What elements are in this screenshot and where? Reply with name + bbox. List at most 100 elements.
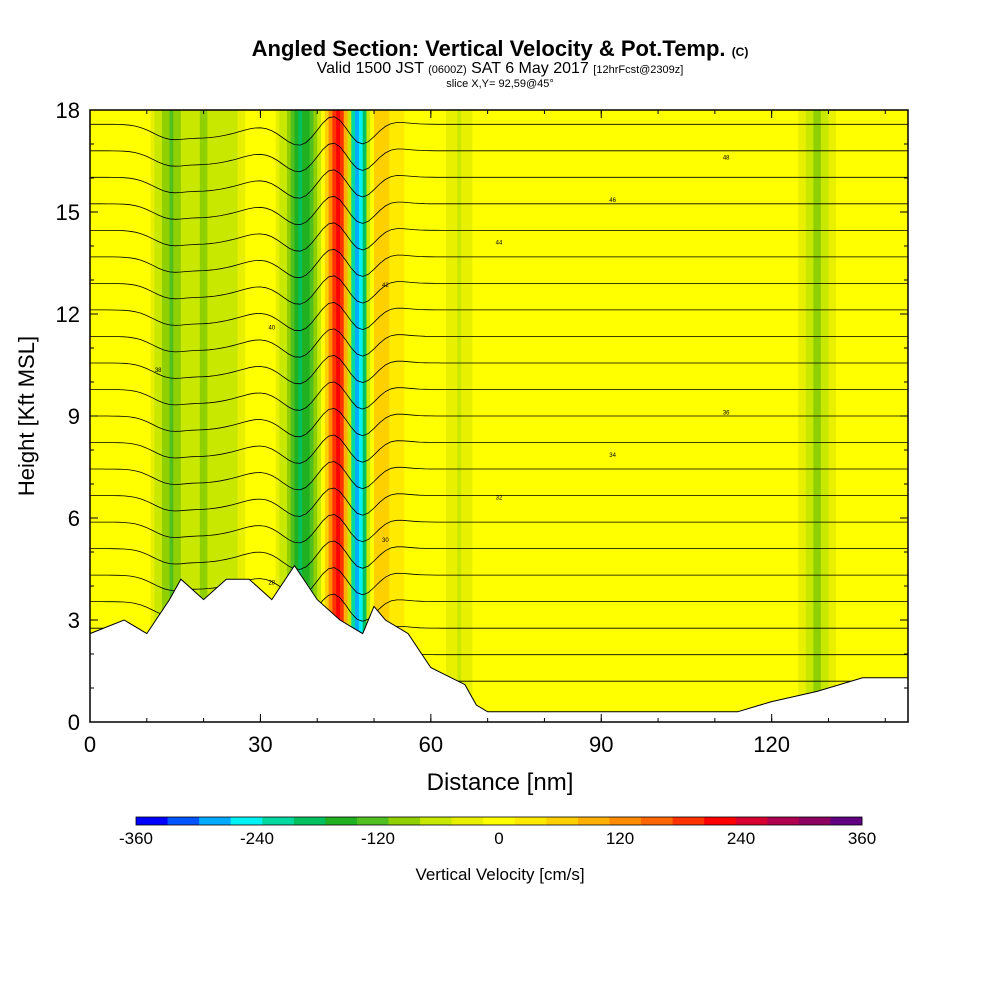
- theta-contour-label: 30: [382, 538, 389, 544]
- velocity-column: [404, 110, 409, 722]
- velocity-column: [184, 110, 190, 722]
- theta-contour-label: 28: [268, 580, 275, 586]
- theta-contour-line: [90, 487, 908, 517]
- y-tick-label: 9: [68, 404, 80, 429]
- velocity-column: [267, 110, 273, 722]
- velocity-column: [328, 110, 333, 722]
- velocity-column: [131, 110, 137, 722]
- colorbar-swatch: [483, 817, 516, 825]
- colorbar-swatch: [609, 817, 642, 825]
- velocity-column: [146, 110, 152, 722]
- velocity-column: [370, 110, 375, 722]
- velocity-column: [192, 110, 197, 722]
- velocity-column: [305, 110, 311, 722]
- velocity-column: [347, 110, 352, 722]
- velocity-column: [385, 110, 390, 722]
- velocity-column: [124, 110, 129, 722]
- colorbar-swatch: [577, 817, 610, 825]
- velocity-column: [169, 110, 174, 722]
- colorbar-swatch: [199, 817, 232, 825]
- theta-contour-label: 44: [496, 240, 503, 246]
- colorbar-swatch: [672, 817, 705, 825]
- colorbar-swatch: [420, 817, 453, 825]
- velocity-column: [158, 110, 163, 722]
- velocity-column: [298, 110, 303, 722]
- velocity-column: [400, 110, 405, 722]
- velocity-column: [302, 110, 307, 722]
- velocity-column: [180, 110, 186, 722]
- velocity-column: [415, 110, 421, 722]
- velocity-column: [408, 110, 413, 722]
- valid-date: SAT 6 May 2017: [471, 60, 589, 77]
- velocity-column: [358, 110, 364, 722]
- theta-contour-label: 36: [723, 410, 730, 416]
- theta-contour-label: 42: [382, 283, 389, 289]
- velocity-column: [283, 110, 288, 722]
- colorbar-swatch: [388, 817, 421, 825]
- x-tick-label: 120: [753, 732, 790, 757]
- velocity-column: [362, 110, 368, 722]
- colorbar-tick-label: -360: [119, 829, 153, 848]
- velocity-column: [294, 110, 299, 722]
- theta-contour-line: [90, 142, 908, 173]
- velocity-column: [339, 110, 345, 722]
- slice-info: slice X,Y= 92,59@45°: [446, 78, 554, 90]
- velocity-column: [351, 110, 356, 722]
- velocity-column: [355, 110, 360, 722]
- velocity-column: [377, 110, 383, 722]
- colorbar-swatch: [830, 817, 863, 825]
- velocity-column: [226, 110, 231, 722]
- theta-contour-label: 34: [609, 453, 616, 459]
- valid-utc: (0600Z): [428, 64, 467, 76]
- theta-contour-line: [90, 407, 908, 438]
- velocity-column: [222, 110, 227, 722]
- velocity-column: [336, 110, 341, 722]
- terrain: [90, 564, 908, 722]
- velocity-column: [252, 110, 258, 722]
- chart-title-suffix: (C): [731, 45, 749, 59]
- velocity-column: [211, 110, 216, 722]
- velocity-column: [143, 110, 148, 722]
- theta-contour-label: 46: [609, 198, 616, 204]
- colorbar-frame: [135, 816, 863, 826]
- velocity-column: [214, 110, 220, 722]
- colorbar-swatch: [798, 817, 831, 825]
- theta-contour-line: [90, 195, 908, 226]
- velocity-column: [381, 110, 386, 722]
- valid-time: Valid 1500 JST: [316, 60, 424, 77]
- colorbar-swatch: [230, 817, 263, 825]
- theta-contour-line: [90, 514, 908, 544]
- velocity-column: [411, 110, 417, 722]
- velocity-column: [135, 110, 140, 722]
- velocity-column: [196, 110, 201, 722]
- colorbar-swatch: [136, 817, 168, 825]
- x-tick-label: 60: [419, 732, 443, 757]
- theta-contour-label: 32: [496, 495, 503, 501]
- velocity-column: [249, 110, 254, 722]
- velocity-column: [161, 110, 167, 722]
- theta-contour-label: 48: [723, 155, 730, 161]
- velocity-column: [233, 110, 239, 722]
- velocity-column: [279, 110, 284, 722]
- velocity-column: [177, 110, 182, 722]
- velocity-column: [290, 110, 296, 722]
- theta-contour-line: [90, 169, 908, 199]
- velocity-column: [256, 110, 262, 722]
- velocity-column: [321, 110, 326, 722]
- velocity-column: [139, 110, 144, 722]
- velocity-column: [154, 110, 159, 722]
- velocity-column: [203, 110, 208, 722]
- theta-contour-line: [90, 540, 908, 570]
- colorbar-tick-label: -240: [240, 829, 274, 848]
- colorbar-tick-label: 360: [848, 829, 876, 848]
- theta-contour-line: [90, 461, 908, 491]
- velocity-column: [245, 110, 250, 722]
- x-axis-label: Distance [nm]: [427, 769, 574, 796]
- velocity-column: [165, 110, 171, 722]
- velocity-column: [260, 110, 265, 722]
- velocity-column: [173, 110, 178, 722]
- velocity-column: [392, 110, 398, 722]
- theta-contour-line: [90, 434, 908, 464]
- colorbar-swatch: [451, 817, 484, 825]
